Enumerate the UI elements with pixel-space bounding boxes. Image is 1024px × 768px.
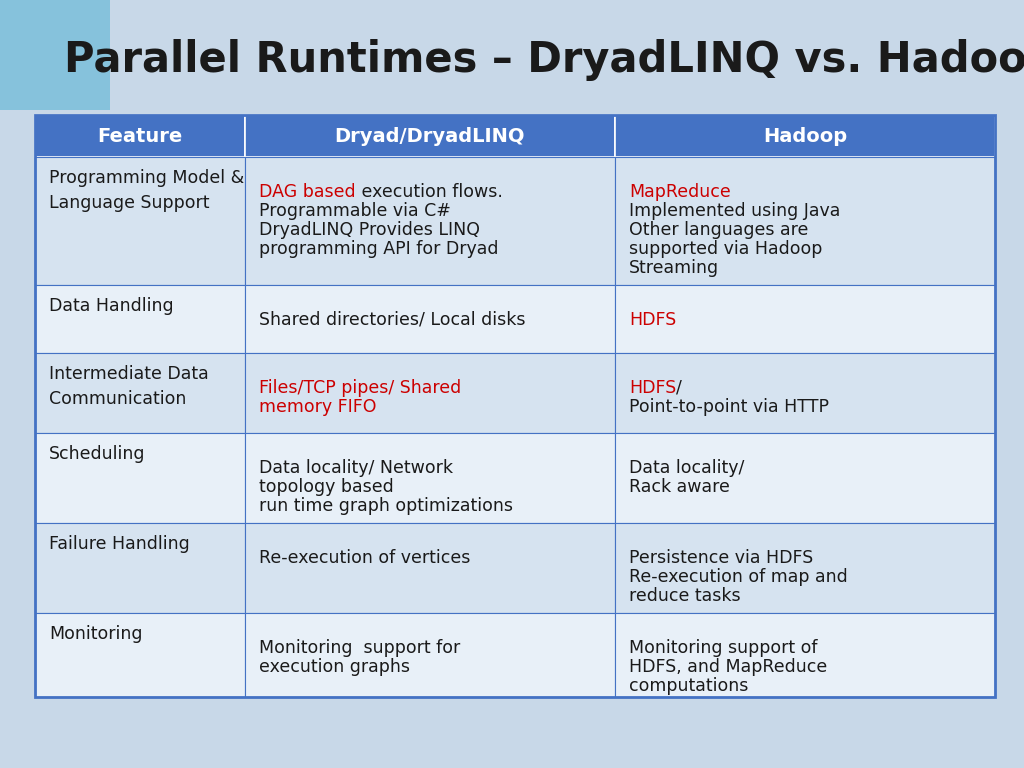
- Text: Parallel Runtimes – DryadLINQ vs. Hadoop: Parallel Runtimes – DryadLINQ vs. Hadoop: [63, 39, 1024, 81]
- Bar: [615, 115, 995, 157]
- Text: Data locality/: Data locality/: [629, 459, 744, 477]
- Bar: [0, 0, 110, 110]
- Bar: [35, 115, 995, 697]
- Text: Intermediate Data
Communication: Intermediate Data Communication: [49, 365, 209, 408]
- Text: /: /: [676, 379, 682, 397]
- Text: DAG based: DAG based: [259, 183, 355, 201]
- Text: Persistence via HDFS: Persistence via HDFS: [629, 549, 813, 567]
- Text: HDFS: HDFS: [629, 379, 676, 397]
- Bar: [245, 353, 615, 433]
- Text: Scheduling: Scheduling: [49, 445, 145, 463]
- Bar: [245, 157, 615, 285]
- Bar: [35, 433, 245, 523]
- Text: Re-execution of map and: Re-execution of map and: [629, 568, 848, 586]
- Text: execution graphs: execution graphs: [259, 658, 410, 676]
- Text: Other languages are: Other languages are: [629, 221, 808, 239]
- Bar: [245, 285, 615, 353]
- Text: Monitoring  support for: Monitoring support for: [259, 639, 460, 657]
- Text: programming API for Dryad: programming API for Dryad: [259, 240, 499, 258]
- Text: execution flows.: execution flows.: [355, 183, 503, 201]
- Text: run time graph optimizations: run time graph optimizations: [259, 497, 513, 515]
- Text: Monitoring: Monitoring: [49, 625, 142, 643]
- Text: Data locality/ Network: Data locality/ Network: [259, 459, 453, 477]
- Text: topology based: topology based: [259, 478, 394, 496]
- Text: Re-execution of vertices: Re-execution of vertices: [259, 549, 470, 567]
- Bar: [35, 523, 245, 613]
- Bar: [35, 613, 245, 697]
- Bar: [245, 433, 615, 523]
- Text: Shared directories/ Local disks: Shared directories/ Local disks: [259, 311, 525, 329]
- Bar: [615, 285, 995, 353]
- Text: HDFS, and MapReduce: HDFS, and MapReduce: [629, 658, 827, 676]
- Text: Point-to-point via HTTP: Point-to-point via HTTP: [629, 398, 829, 416]
- Bar: [615, 353, 995, 433]
- Bar: [615, 433, 995, 523]
- Bar: [35, 353, 245, 433]
- Text: Failure Handling: Failure Handling: [49, 535, 189, 553]
- Bar: [615, 613, 995, 697]
- Text: computations: computations: [629, 677, 749, 695]
- Bar: [35, 285, 245, 353]
- Text: Rack aware: Rack aware: [629, 478, 730, 496]
- Text: HDFS: HDFS: [629, 311, 676, 329]
- Text: Feature: Feature: [97, 127, 182, 145]
- Text: Files/TCP pipes/ Shared: Files/TCP pipes/ Shared: [259, 379, 461, 397]
- Text: Data Handling: Data Handling: [49, 297, 174, 315]
- Text: Hadoop: Hadoop: [763, 127, 847, 145]
- Text: Monitoring support of: Monitoring support of: [629, 639, 817, 657]
- Text: Dryad/DryadLINQ: Dryad/DryadLINQ: [335, 127, 525, 145]
- Text: memory FIFO: memory FIFO: [259, 398, 377, 416]
- Text: Programming Model &
Language Support: Programming Model & Language Support: [49, 169, 245, 212]
- Text: supported via Hadoop: supported via Hadoop: [629, 240, 822, 258]
- Text: Programmable via C#: Programmable via C#: [259, 202, 451, 220]
- Bar: [615, 157, 995, 285]
- Bar: [245, 115, 615, 157]
- Bar: [615, 523, 995, 613]
- Text: Streaming: Streaming: [629, 259, 719, 277]
- Text: MapReduce: MapReduce: [629, 183, 731, 201]
- Text: DryadLINQ Provides LINQ: DryadLINQ Provides LINQ: [259, 221, 480, 239]
- Bar: [245, 523, 615, 613]
- Bar: [35, 157, 245, 285]
- Text: Implemented using Java: Implemented using Java: [629, 202, 841, 220]
- Bar: [245, 613, 615, 697]
- Text: reduce tasks: reduce tasks: [629, 587, 740, 605]
- Bar: [35, 115, 245, 157]
